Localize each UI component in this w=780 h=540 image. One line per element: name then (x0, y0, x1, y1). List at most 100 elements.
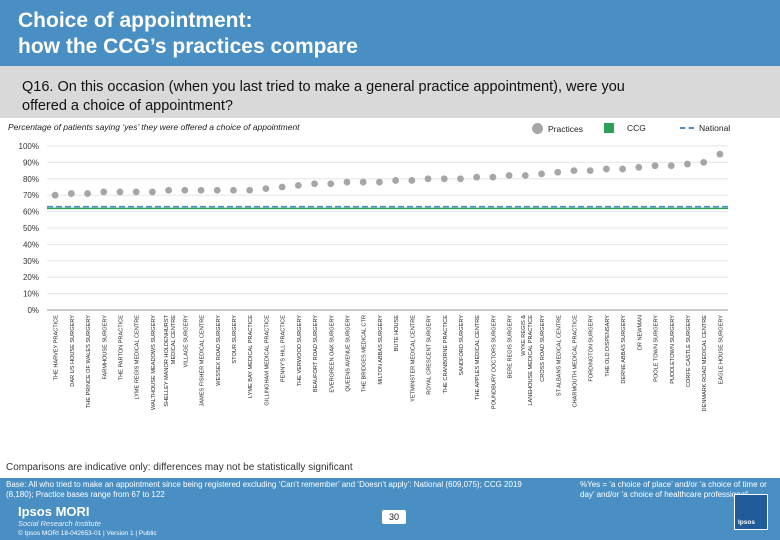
legend-national-label: National (699, 123, 731, 133)
practice-point (521, 172, 529, 179)
practice-point (684, 160, 691, 168)
y-tick-label: 90% (23, 158, 39, 167)
category-label: THE PARTON PRACTICE (118, 315, 124, 381)
category-label: PENNY'S HILL PRACTICE (281, 315, 287, 382)
practice-point (473, 173, 481, 181)
legend-practices-label: Practices (548, 123, 583, 134)
copyright: © Ipsos MORI 18-042653-01 | Version 1 | … (18, 530, 157, 537)
category-label: DAR US HOUSE SURGERY (70, 315, 76, 387)
yes-definition: %Yes = ‘a choice of place’ and/or ‘a cho… (580, 480, 767, 499)
legend-national: National (680, 123, 730, 133)
category-label: POUNDBURY DOCTORS SURGERY (491, 315, 497, 409)
category-label: LYME BAY MEDICAL PRACTICE (248, 315, 254, 398)
category-label: FARMHOUSE SURGERY (102, 315, 108, 380)
category-label: DR NEWMAN (637, 315, 643, 350)
legend-practices: Practices (532, 123, 583, 134)
practice-point (197, 186, 205, 194)
category-label: LYME REGIS MEDICAL CENTRE (135, 315, 141, 400)
practice-comparison-chart: 0% 10% 20% 30% 40% 50% 60% 70% 80% 90% 100% THE HAR… (19, 142, 728, 412)
category-label: BEAUFORT ROAD SURGERY (313, 315, 319, 392)
practice-point (294, 181, 302, 189)
practice-point (359, 178, 367, 186)
practice-point (343, 178, 351, 186)
practice-point (408, 177, 416, 184)
category-label: MILTON ABBAS SURGERY (378, 315, 384, 385)
category-label: ROYAL CRESCENT SURGERY (427, 315, 433, 395)
category-label: THE CRANBORNE PRACTICE (443, 315, 449, 394)
practice-point (51, 191, 59, 199)
category-label: CORFE CASTLE SURGERY (686, 315, 692, 387)
practice-point (84, 190, 91, 197)
logo-subtitle: Social Research Institute (18, 519, 101, 528)
national-line-icon (680, 127, 694, 129)
practice-point (311, 180, 318, 188)
practice-point (586, 167, 594, 174)
y-tick-label: 0% (27, 306, 39, 315)
category-label: JAMES FISHER MEDICAL CENTRE (200, 315, 206, 407)
practice-point (635, 163, 643, 171)
category-label: STOUR SURGERY (232, 315, 238, 364)
practice-point (457, 175, 464, 183)
practice-point (116, 188, 124, 196)
title-banner: Choice of appointment: how the CCG’s pra… (0, 0, 780, 66)
category-label: THE BRIDGES MEDICAL CTR (362, 315, 368, 392)
y-tick-label: 100% (19, 142, 39, 151)
category-label: EVERGREEN OAK SURGERY (329, 315, 335, 393)
practice-point (213, 186, 221, 194)
category-label: QUEENS AVENUE SURGERY (345, 315, 351, 392)
question-text-line2: offered a choice of appointment? (22, 98, 233, 114)
category-label: CHARMOUTH MEDICAL PRACTICE (572, 315, 578, 408)
ipsos-logo: Ipsos MORI (18, 504, 90, 519)
practice-point (132, 188, 140, 196)
footer: Base: All who tried to make an appointme… (0, 478, 780, 540)
practice-point (424, 175, 432, 183)
practice-point (489, 173, 497, 181)
category-label: CROSS ROAD SURGERY (540, 315, 546, 382)
base-text: Base: All who tried to make an appointme… (6, 480, 522, 499)
category-label: ST ALBANS MEDICAL CENTRE (556, 315, 562, 396)
category-label: BUTE HOUSE (394, 315, 400, 352)
category-label: WALTHOUSE MEADOWS SURGERY (151, 315, 157, 410)
page-number: 30 (382, 510, 406, 524)
practice-point (327, 180, 335, 188)
practice-point (700, 159, 708, 166)
y-tick-label: 40% (23, 240, 39, 249)
practice-point (554, 168, 562, 176)
practice-point (505, 172, 513, 179)
chart-caption: Percentage of patients saying ‘yes’ they… (8, 122, 300, 132)
category-label: GILLINGHAM MEDICAL PRACTICE (264, 315, 270, 406)
category-label: FORDINGTON SURGERY (589, 315, 595, 382)
category-label: YETMINSTER MEDICAL CENTRE (410, 315, 416, 402)
y-tick-label: 70% (23, 191, 39, 200)
question-text: Q16. On this occasion (when you last tri… (22, 79, 625, 95)
practice-point (667, 162, 675, 170)
category-label: DENMARK ROAD MEDICAL CENTRE (702, 315, 708, 412)
practice-point (67, 190, 75, 197)
practice-point (246, 186, 254, 194)
practice-point (278, 183, 286, 191)
practice-point (651, 162, 659, 170)
category-label: THE APPLES MEDICAL CENTRE (475, 315, 481, 400)
category-label: THE PRINCE OF WALES SURGERY (86, 315, 92, 409)
page-title-line2: how the CCG’s practices compare (18, 35, 358, 58)
y-tick-label: 10% (23, 290, 39, 299)
legend-ccg: CCG (604, 123, 646, 133)
practice-point (100, 188, 108, 196)
practice-point (392, 177, 400, 184)
y-tick-label: 60% (23, 208, 39, 217)
practice-point (440, 175, 448, 183)
practice-point (602, 165, 610, 173)
category-label: THE OLD DISPENSARY (605, 315, 611, 377)
practice-point (716, 150, 724, 158)
corner-logo-icon: Ipsos (734, 494, 768, 530)
practice-point (570, 167, 578, 174)
category-label: DERNE ABBAS SURGERY (621, 315, 627, 384)
question-banner: Q16. On this occasion (when you last tri… (0, 66, 780, 118)
practice-point (181, 186, 189, 194)
category-label: WESSEX ROAD SURGERY (216, 315, 222, 386)
y-tick-label: 30% (23, 257, 39, 266)
category-label: THE HARVEY PRACTICE (54, 315, 60, 381)
category-label: SHELLEY MANOR HOLDENHURSTMEDICAL CENTRE (164, 314, 177, 406)
category-label: THE VERWOOD SURGERY (297, 315, 303, 387)
practice-point (230, 186, 237, 194)
